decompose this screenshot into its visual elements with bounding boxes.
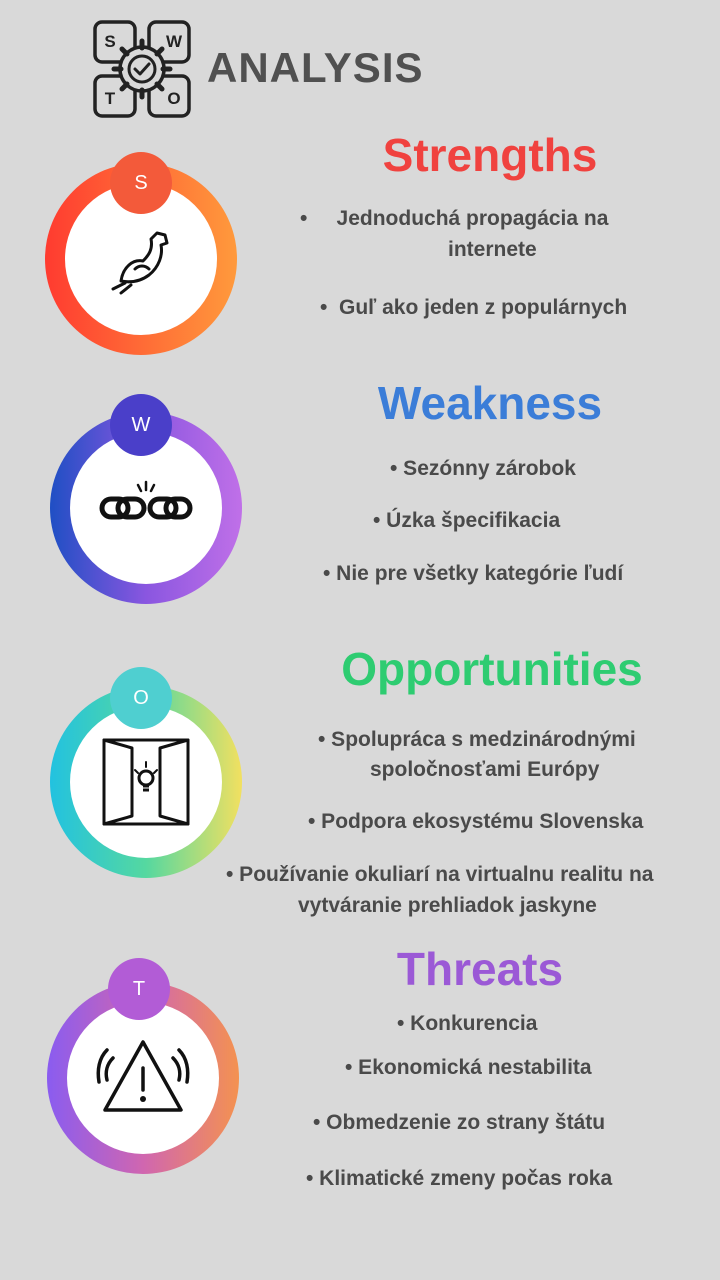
logo-letter-t: T	[105, 89, 116, 108]
opportunities-item: spoločnosťami Európy	[370, 758, 600, 781]
threats-item: • Konkurencia	[397, 1012, 538, 1035]
threats-item: • Ekonomická nestabilita	[345, 1056, 592, 1079]
strengths-letter-badge: S	[110, 152, 172, 214]
flexed-arm-icon	[111, 231, 169, 295]
strengths-item: • Guľ ako jeden z populárnych	[320, 296, 628, 319]
opportunities-ring-inner	[70, 706, 222, 858]
opportunities-title: Opportunities	[341, 643, 643, 695]
weakness-item: • Sezónny zárobok	[390, 457, 576, 480]
strengths-item: internete	[448, 238, 537, 261]
page-title: ANALYSIS	[207, 44, 424, 91]
weakness-title: Weakness	[377, 377, 603, 429]
broken-chain-icon	[99, 480, 193, 520]
logo-letter-s: S	[104, 32, 115, 51]
threats-item: • Obmedzenie zo strany štátu	[313, 1111, 606, 1134]
warning-alarm-icon	[96, 1040, 190, 1112]
strengths-title: Strengths	[382, 129, 598, 181]
opportunities-letter-badge: O	[110, 667, 172, 729]
opportunities-item: • Spolupráca s medzinárodnými	[318, 728, 636, 751]
logo-letter-o: O	[167, 89, 180, 108]
weakness-item: • Úzka špecifikacia	[373, 509, 561, 532]
weakness-letter-badge: W	[110, 394, 172, 456]
threats-ring	[47, 982, 239, 1174]
threats-letter-badge: T	[108, 958, 170, 1020]
threats-item: • Klimatické zmeny počas roka	[306, 1167, 613, 1190]
opportunities-item: vytváranie prehliadok jaskyne	[298, 894, 597, 917]
threats-title: Threats	[396, 943, 564, 995]
swot-logo-icon: S W T O	[93, 20, 191, 118]
logo-letter-w: W	[166, 32, 183, 51]
strengths-item: • Jednoduchá propagácia na	[300, 207, 609, 230]
open-door-lightbulb-icon	[102, 738, 190, 826]
opportunities-item: • Používanie okuliarí na virtualnu reali…	[226, 863, 654, 886]
weakness-item: • Nie pre všetky kategórie ľudí	[323, 562, 624, 585]
opportunities-item: • Podpora ekosystému Slovenska	[308, 810, 644, 833]
